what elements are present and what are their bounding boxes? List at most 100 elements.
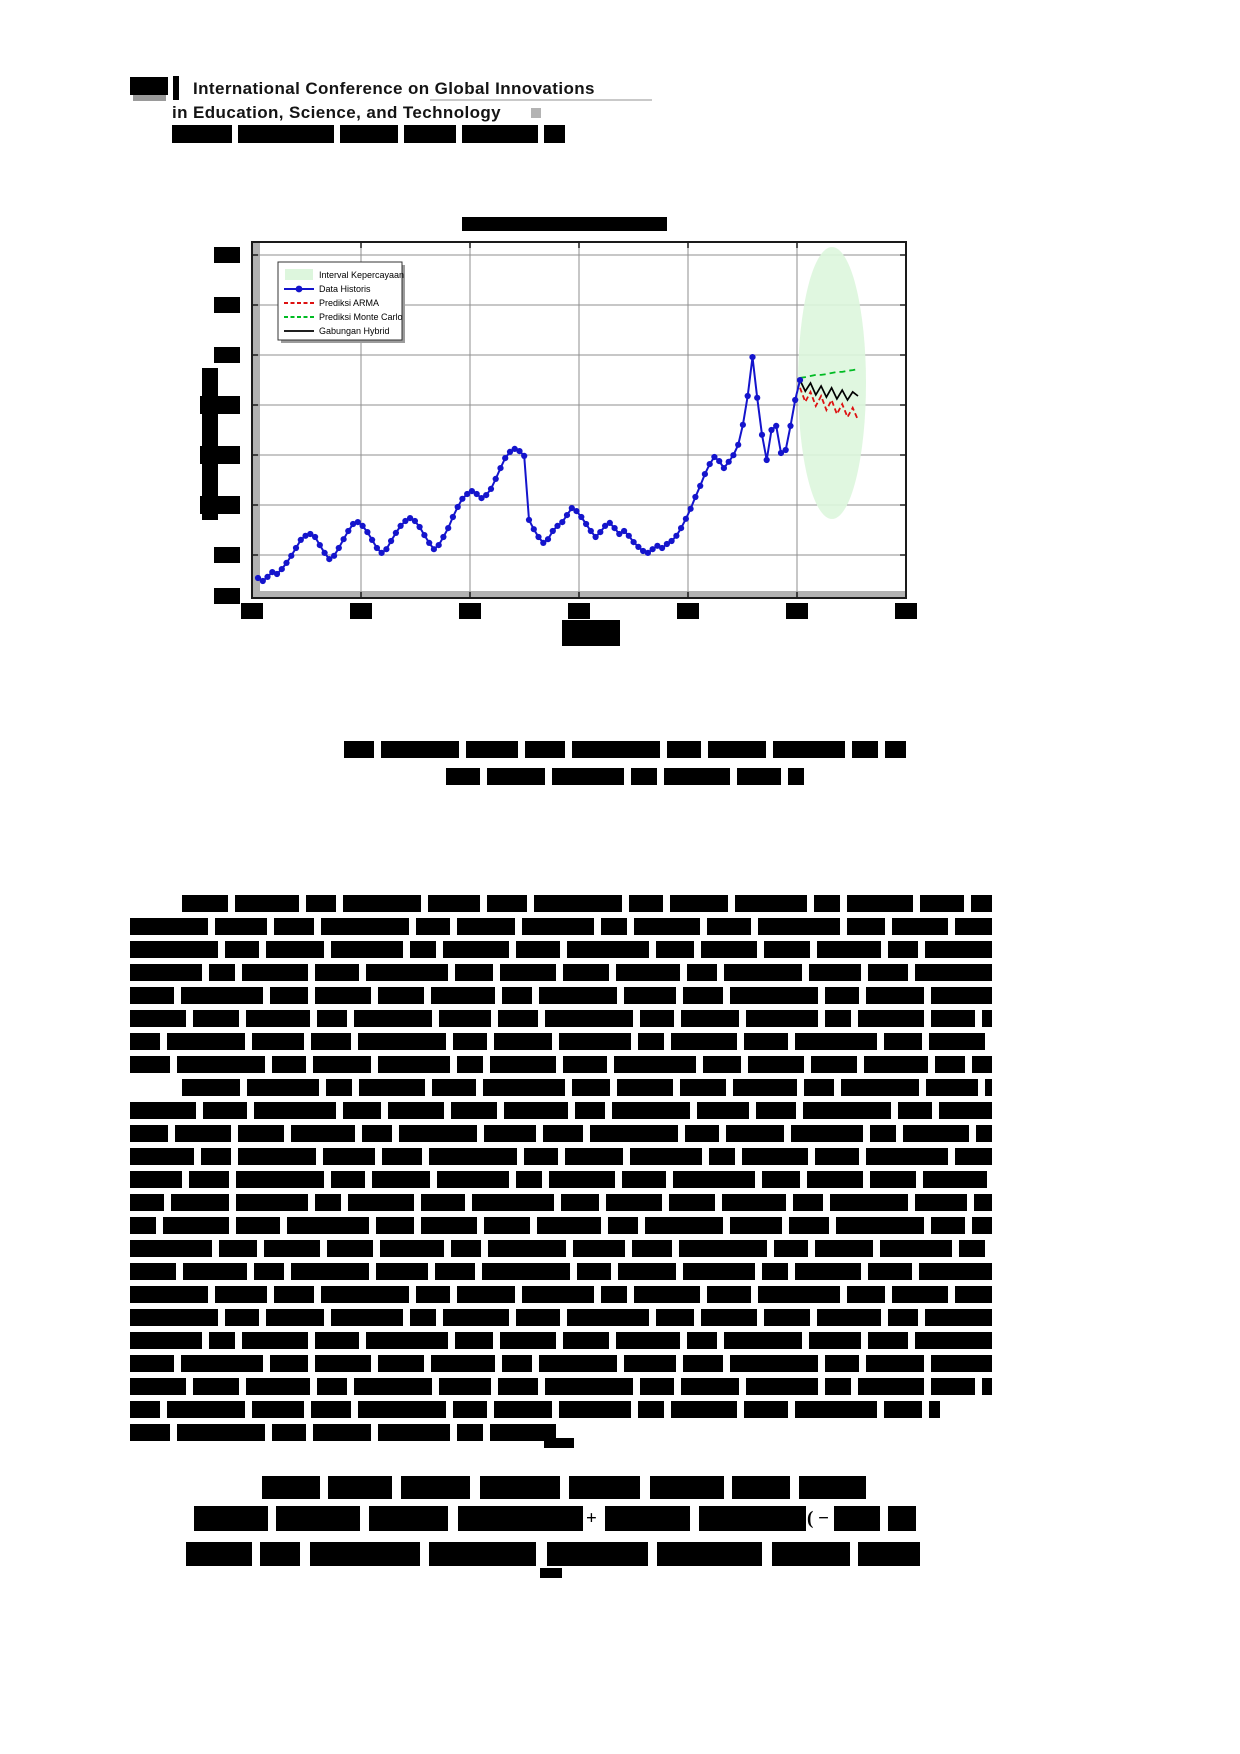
redaction-bar bbox=[885, 741, 906, 758]
redaction-bar bbox=[376, 1217, 414, 1234]
redaction-bar bbox=[567, 941, 649, 958]
redaction-bar bbox=[667, 741, 701, 758]
redaction-bar bbox=[498, 1378, 538, 1395]
redaction-bar bbox=[313, 1056, 371, 1073]
redaction-bar bbox=[362, 1125, 392, 1142]
redaction-bar bbox=[929, 1401, 940, 1418]
redaction-bar bbox=[703, 1056, 741, 1073]
redaction-bar bbox=[378, 1424, 450, 1441]
redaction-bar bbox=[559, 1033, 631, 1050]
redaction-bar bbox=[724, 964, 802, 981]
redaction-bar bbox=[130, 1424, 170, 1441]
redaction-bar bbox=[429, 1148, 517, 1165]
redaction-bar bbox=[572, 741, 660, 758]
redaction-bar bbox=[817, 941, 881, 958]
redaction-bar bbox=[130, 1194, 164, 1211]
redaction-bar bbox=[525, 741, 565, 758]
redacted-citation-segment bbox=[238, 125, 334, 143]
redacted-equation-segment bbox=[650, 1476, 724, 1499]
redaction-bar bbox=[915, 1194, 967, 1211]
redaction-bar bbox=[955, 1286, 992, 1303]
redaction-bar bbox=[331, 1171, 365, 1188]
redaction-bar bbox=[516, 1309, 560, 1326]
redaction-bar bbox=[539, 1355, 617, 1372]
redaction-bar bbox=[522, 918, 594, 935]
redaction-bar bbox=[847, 1286, 885, 1303]
redaction-bar bbox=[177, 1056, 265, 1073]
redaction-bar bbox=[274, 1286, 314, 1303]
redaction-bar bbox=[175, 1125, 231, 1142]
redacted-chart-title bbox=[462, 217, 667, 231]
redaction-bar bbox=[923, 1171, 987, 1188]
redaction-bar bbox=[543, 1125, 583, 1142]
redacted-x-tick-label bbox=[786, 603, 808, 619]
redaction-bar bbox=[238, 1148, 316, 1165]
redaction-bar bbox=[435, 1263, 475, 1280]
redaction-bar bbox=[880, 1240, 952, 1257]
redaction-bar bbox=[431, 1355, 495, 1372]
redaction-bar bbox=[130, 1401, 160, 1418]
redacted-equation-segment bbox=[369, 1506, 448, 1531]
redaction-bar bbox=[331, 941, 403, 958]
redaction-bar bbox=[788, 768, 804, 785]
redaction-bar bbox=[931, 1217, 965, 1234]
redaction-bar bbox=[421, 1194, 465, 1211]
redaction-bar bbox=[443, 941, 509, 958]
redaction-bar bbox=[764, 941, 810, 958]
redaction-bar bbox=[537, 1217, 601, 1234]
redaction-bar bbox=[866, 1355, 924, 1372]
legend-label: Data Historis bbox=[319, 284, 371, 294]
redaction-bar bbox=[457, 918, 515, 935]
redaction-bar bbox=[815, 1240, 873, 1257]
redaction-bar bbox=[236, 1217, 280, 1234]
axis-shade-left bbox=[252, 242, 260, 598]
redaction-bar bbox=[920, 895, 964, 912]
redacted-equation-segment bbox=[732, 1476, 790, 1499]
redaction-bar bbox=[919, 1263, 992, 1280]
redacted-citation-segment bbox=[340, 125, 398, 143]
redaction-bar bbox=[758, 1286, 840, 1303]
redaction-bar bbox=[701, 941, 757, 958]
redaction-bar bbox=[311, 1033, 351, 1050]
redaction-bar bbox=[915, 1332, 992, 1349]
redaction-bar bbox=[858, 1378, 924, 1395]
redacted-logo bbox=[130, 77, 168, 95]
redaction-bar bbox=[130, 1332, 202, 1349]
redaction-bar bbox=[756, 1102, 796, 1119]
redaction-bar bbox=[733, 1079, 797, 1096]
redaction-bar bbox=[638, 1401, 664, 1418]
redaction-bar bbox=[534, 895, 622, 912]
redaction-bar bbox=[673, 1171, 755, 1188]
redaction-bar bbox=[807, 1171, 863, 1188]
redaction-bar bbox=[378, 1355, 424, 1372]
redacted-equation-segment bbox=[401, 1476, 470, 1499]
redaction-bar bbox=[225, 941, 259, 958]
legend-label: Gabungan Hybrid bbox=[319, 326, 390, 336]
redaction-bar bbox=[971, 895, 992, 912]
redaction-bar bbox=[130, 1056, 170, 1073]
redaction-bar bbox=[487, 768, 545, 785]
redaction-bar bbox=[209, 1332, 235, 1349]
redaction-bar bbox=[836, 1217, 924, 1234]
redaction-bar bbox=[252, 1401, 304, 1418]
header-divider bbox=[173, 76, 179, 100]
redacted-equation-segment bbox=[262, 1476, 320, 1499]
redacted-equation-segment bbox=[772, 1542, 850, 1566]
redaction-bar bbox=[130, 918, 208, 935]
redaction-bar bbox=[563, 1332, 609, 1349]
redaction-bar bbox=[664, 768, 730, 785]
redaction-bar bbox=[182, 1079, 240, 1096]
redaction-bar bbox=[630, 1148, 702, 1165]
redaction-bar bbox=[638, 1033, 664, 1050]
redaction-bar bbox=[163, 1217, 229, 1234]
redaction-bar bbox=[439, 1010, 491, 1027]
redaction-bar bbox=[266, 1309, 324, 1326]
redacted-equation-segment bbox=[186, 1542, 252, 1566]
redaction-bar bbox=[789, 1217, 829, 1234]
redaction-bar bbox=[311, 1401, 351, 1418]
redaction-bar bbox=[291, 1263, 369, 1280]
redaction-bar bbox=[773, 741, 845, 758]
redaction-bar bbox=[868, 964, 908, 981]
redaction-bar bbox=[870, 1125, 896, 1142]
